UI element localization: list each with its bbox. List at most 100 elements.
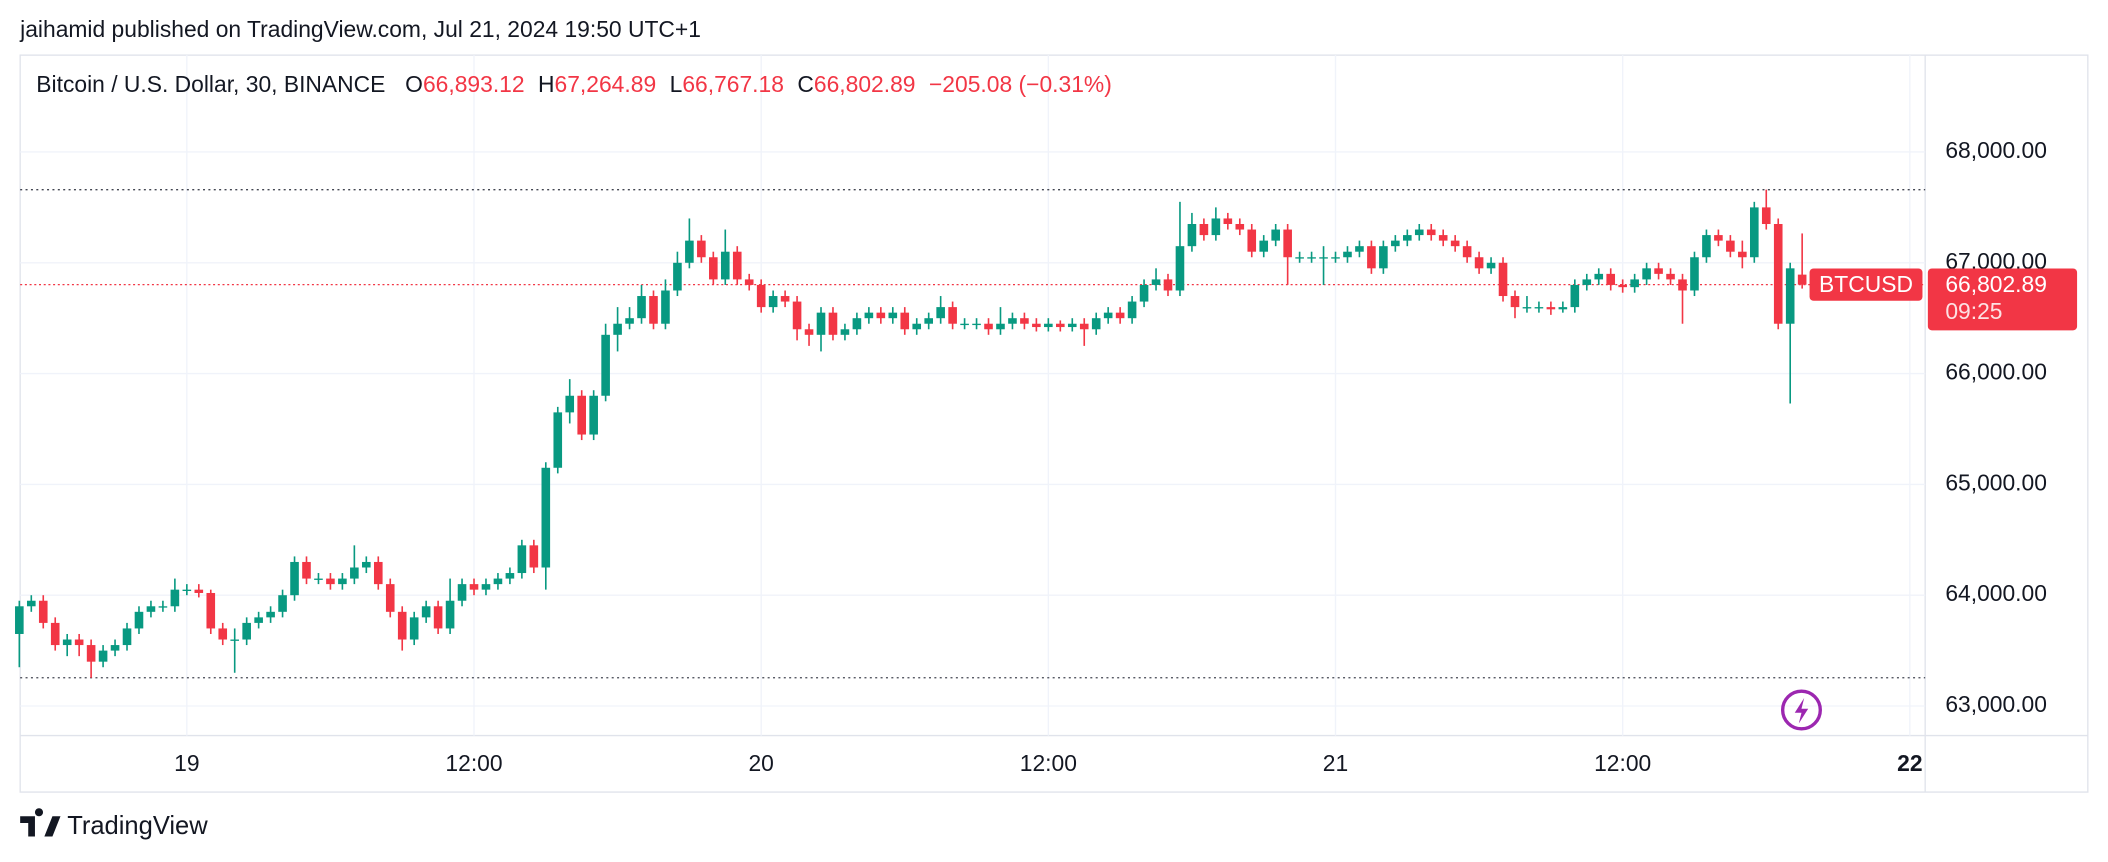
candle-body (960, 323, 969, 326)
candle-body (409, 617, 419, 640)
candle-body (481, 584, 491, 590)
candle-body (709, 257, 718, 280)
x-tick-label: 21 (1323, 750, 1348, 776)
price-tag (1927, 268, 2078, 331)
candle-body (984, 323, 993, 330)
candle-body (194, 589, 204, 593)
candle-body (1044, 323, 1053, 328)
candle-body (649, 296, 658, 324)
x-tick-label: 12:00 (1020, 750, 1077, 776)
candle-body (1666, 273, 1675, 280)
candle-body (290, 561, 299, 596)
candle-body (697, 240, 706, 258)
candle-body (1283, 229, 1292, 258)
candle-body (362, 561, 371, 568)
candle-body (1223, 218, 1233, 225)
candle-body (577, 395, 586, 435)
candle-body (1079, 323, 1089, 330)
price-label: 66,802.89 (1945, 271, 2047, 297)
candle-body (1546, 307, 1556, 310)
candle-body (804, 329, 814, 335)
y-tick-label: 63,000.00 (1945, 691, 2047, 717)
candle-body (314, 578, 323, 580)
candle-body (242, 622, 251, 640)
brand: TradingView (67, 812, 208, 840)
candle-body (1271, 229, 1280, 241)
candle-body (1067, 323, 1077, 328)
candle-body (146, 606, 156, 612)
candle-body (1678, 279, 1687, 291)
candle-body (912, 323, 922, 330)
candle-body (1785, 268, 1795, 324)
candle-body (589, 395, 598, 435)
symbol-label: BTCUSD (1819, 271, 1913, 297)
candle-body (1702, 235, 1711, 258)
candle-body (840, 329, 850, 335)
candle-body (182, 589, 192, 592)
candle-body (852, 318, 862, 330)
candle-body (1175, 246, 1185, 291)
candle-body (1474, 257, 1484, 269)
candle-body (1761, 207, 1771, 225)
candle-body (302, 561, 311, 579)
candle-body (1127, 301, 1137, 319)
candle-body (625, 318, 634, 324)
x-tick-label: 12:00 (1594, 750, 1651, 776)
legend-value: 66,767.18 (682, 71, 784, 97)
candle-body (1103, 312, 1113, 319)
candle-body (134, 611, 144, 629)
candle-body (1187, 224, 1197, 247)
candle-body (1379, 246, 1388, 269)
countdown-label: 09:25 (1945, 298, 2002, 324)
candle-body (541, 467, 551, 568)
candle-body (1403, 235, 1412, 241)
candle-body (1462, 246, 1472, 258)
candle-body (62, 639, 72, 646)
legend-letter: O (405, 71, 423, 97)
legend-value: 67,264.89 (555, 71, 657, 97)
candle-body (1115, 312, 1125, 319)
candle-body (433, 606, 443, 629)
candle-body (720, 251, 730, 280)
candle-body (26, 600, 36, 607)
candle-body (1726, 240, 1735, 252)
candles (15, 189, 1807, 678)
legend-letter: C (797, 71, 813, 97)
candle-body (1247, 229, 1257, 252)
candle-body (385, 584, 395, 612)
candle-body (1618, 284, 1627, 288)
candle-body (1151, 279, 1161, 285)
candle-body (505, 573, 515, 579)
candle-body (936, 307, 945, 319)
candle-body (1438, 235, 1448, 241)
candle-body (86, 645, 96, 662)
candle-body (1331, 257, 1340, 259)
symbol-title: Bitcoin / U.S. Dollar, 30, BINANCE (36, 71, 385, 97)
candle-body (1486, 262, 1496, 269)
candle-body (326, 578, 335, 585)
candle-body (1259, 240, 1269, 252)
candle-body (1319, 257, 1328, 259)
candle-body (565, 395, 575, 413)
candle-body (1498, 262, 1508, 297)
candle-body (1235, 224, 1245, 230)
candle-body (397, 611, 407, 640)
candle-body (1199, 224, 1209, 236)
candle-body (98, 650, 108, 662)
legend-letter: L (670, 71, 683, 97)
candle-body (900, 312, 910, 330)
candle-body (50, 622, 60, 646)
candle-body (996, 323, 1005, 330)
candle-body (1414, 229, 1424, 236)
candle-body (266, 611, 275, 618)
candle-body (1367, 246, 1376, 269)
x-tick-label: 19 (174, 750, 199, 776)
candle-body (1056, 323, 1065, 328)
legend-letter: H (538, 71, 554, 97)
y-tick-label: 65,000.00 (1945, 469, 2047, 495)
y-tick-label: 66,000.00 (1945, 359, 2047, 385)
legend: Bitcoin / U.S. Dollar, 30, BINANCE O66,8… (36, 71, 1112, 97)
candle-body (1450, 240, 1460, 247)
candle-body (1139, 284, 1149, 302)
alert-icon (1780, 689, 1822, 731)
